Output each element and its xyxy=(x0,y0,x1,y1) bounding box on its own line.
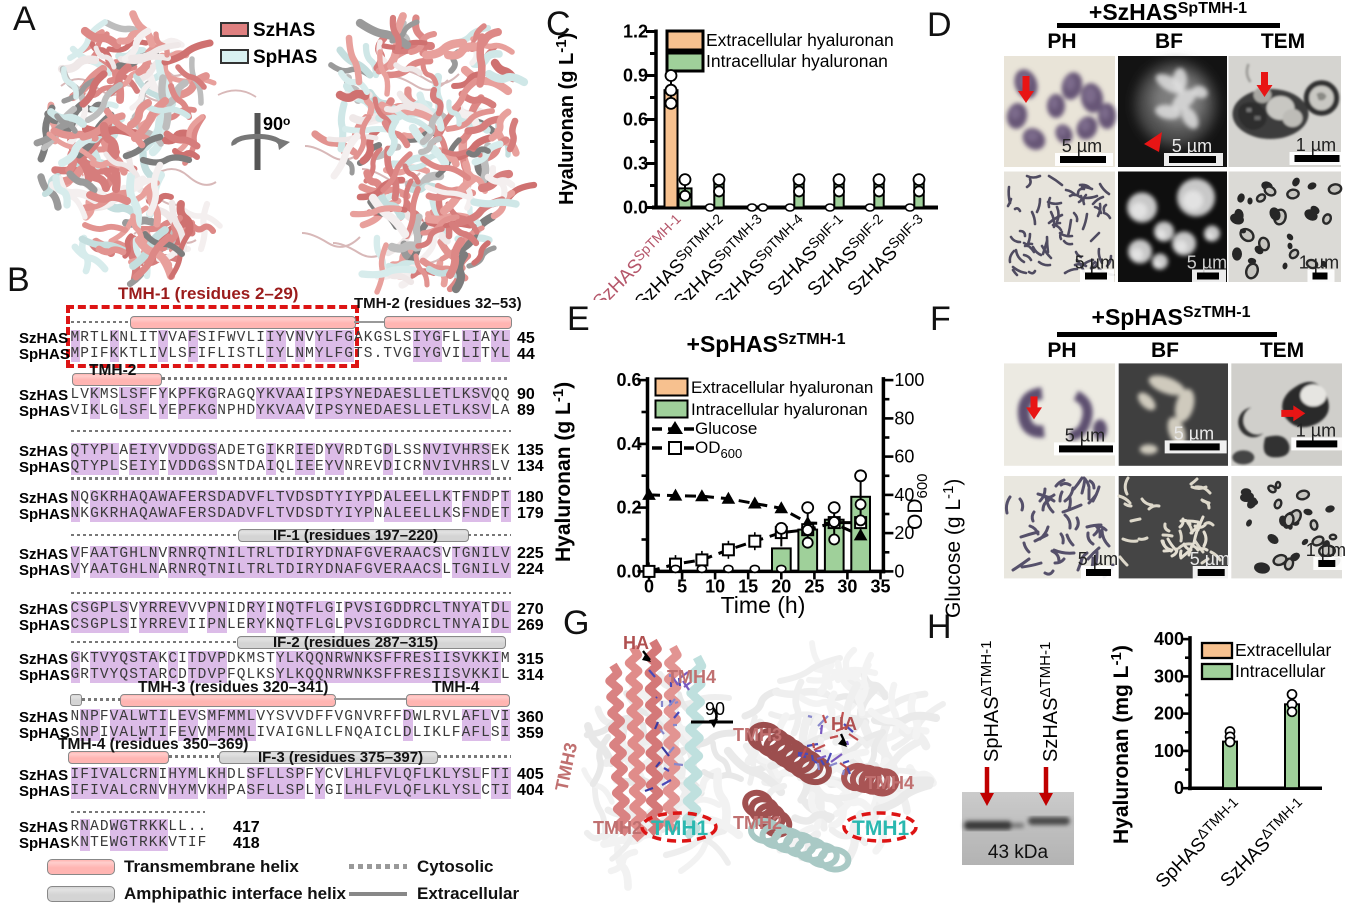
svg-text:PH: PH xyxy=(1047,30,1076,53)
svg-text:5 µm: 5 µm xyxy=(1187,253,1227,273)
svg-text:0.0: 0.0 xyxy=(623,198,648,218)
svg-text:0.2: 0.2 xyxy=(616,498,641,518)
svg-text:Hyaluronan (mg L-1): Hyaluronan (mg L-1) xyxy=(1108,645,1133,844)
svg-text:PH: PH xyxy=(1047,339,1076,362)
svg-text:SpHASΔTMH-1: SpHASΔTMH-1 xyxy=(978,641,1003,762)
svg-text:SzHASΔTMH-1: SzHASΔTMH-1 xyxy=(1037,642,1062,762)
svg-text:0.6: 0.6 xyxy=(623,110,648,130)
svg-text:30: 30 xyxy=(837,576,857,596)
svg-text:+SpHASSzTMH-1: +SpHASSzTMH-1 xyxy=(1092,304,1251,330)
svg-text:Intracellular hyaluronan: Intracellular hyaluronan xyxy=(706,51,888,71)
svg-text:HA: HA xyxy=(623,633,649,653)
svg-text:HA: HA xyxy=(831,714,857,734)
svg-text:1 µm: 1 µm xyxy=(1306,540,1346,560)
svg-text:SpHAS: SpHAS xyxy=(253,47,317,68)
svg-text:Hyaluronan (g L-1): Hyaluronan (g L-1) xyxy=(550,382,575,562)
svg-text:BF: BF xyxy=(1151,339,1179,362)
svg-text:Hyaluronan (g L-1): Hyaluronan (g L-1) xyxy=(553,33,578,205)
svg-text:TMH2: TMH2 xyxy=(593,818,642,838)
svg-text:0.0: 0.0 xyxy=(616,561,641,581)
svg-text:+SzHASSpTMH-1: +SzHASSpTMH-1 xyxy=(1089,0,1247,25)
svg-text:Extracellular hyaluronan: Extracellular hyaluronan xyxy=(706,30,894,50)
svg-text:TMH4: TMH4 xyxy=(667,667,716,687)
svg-text:200: 200 xyxy=(1154,704,1184,724)
svg-text:43 kDa: 43 kDa xyxy=(988,842,1049,863)
svg-text:TMH3: TMH3 xyxy=(733,725,782,745)
svg-text:0.4: 0.4 xyxy=(616,434,641,454)
svg-text:5 µm: 5 µm xyxy=(1174,423,1214,443)
svg-text:SzHAS: SzHAS xyxy=(253,20,315,41)
svg-text:0: 0 xyxy=(1174,778,1184,798)
svg-text:Time (h): Time (h) xyxy=(721,592,806,618)
svg-text:Intracellular hyaluronan: Intracellular hyaluronan xyxy=(691,400,868,419)
svg-text:5 µm: 5 µm xyxy=(1190,549,1230,569)
svg-text:0: 0 xyxy=(894,561,904,581)
svg-text:1 µm: 1 µm xyxy=(1296,420,1336,440)
svg-text:5 µm: 5 µm xyxy=(1065,425,1105,445)
svg-text:5 µm: 5 µm xyxy=(1078,549,1118,569)
svg-text:35: 35 xyxy=(870,576,890,596)
svg-text:0.9: 0.9 xyxy=(623,66,648,86)
svg-text:20: 20 xyxy=(771,576,791,596)
svg-text:TMH3: TMH3 xyxy=(551,741,581,793)
svg-text:TEM: TEM xyxy=(1260,339,1304,362)
svg-text:OD600: OD600 xyxy=(904,473,931,530)
svg-text:Extracellular: Extracellular xyxy=(1235,640,1331,660)
svg-text:TMH4: TMH4 xyxy=(865,773,914,793)
svg-text:Glucose (g L-1): Glucose (g L-1) xyxy=(940,479,965,618)
svg-text:5: 5 xyxy=(677,576,687,596)
svg-text:TMH1: TMH1 xyxy=(852,817,909,840)
svg-text:TMH2: TMH2 xyxy=(733,813,782,833)
svg-text:OD600: OD600 xyxy=(695,438,742,461)
svg-text:Intracellular: Intracellular xyxy=(1235,661,1326,681)
svg-text:0.3: 0.3 xyxy=(623,154,648,174)
svg-text:20: 20 xyxy=(894,523,914,543)
svg-text:300: 300 xyxy=(1154,666,1184,686)
svg-text:5 µm: 5 µm xyxy=(1075,253,1115,273)
svg-text:15: 15 xyxy=(738,576,758,596)
svg-text:0.6: 0.6 xyxy=(616,370,641,390)
svg-text:5 µm: 5 µm xyxy=(1172,136,1212,156)
svg-text:TEM: TEM xyxy=(1261,30,1305,53)
svg-text:1.2: 1.2 xyxy=(623,22,648,42)
svg-text:60: 60 xyxy=(894,447,914,467)
svg-text:90o: 90o xyxy=(263,114,290,134)
svg-text:+SpHASSzTMH-1: +SpHASSzTMH-1 xyxy=(687,331,846,357)
svg-text:TMH1: TMH1 xyxy=(651,817,708,840)
svg-text:80: 80 xyxy=(894,408,914,428)
svg-text:BF: BF xyxy=(1155,30,1183,53)
svg-text:0: 0 xyxy=(644,576,654,596)
svg-text:40: 40 xyxy=(894,485,914,505)
svg-text:100: 100 xyxy=(894,370,924,390)
svg-text:Extracellular hyaluronan: Extracellular hyaluronan xyxy=(691,378,873,397)
svg-text:100: 100 xyxy=(1154,741,1184,761)
svg-text:1 µm: 1 µm xyxy=(1299,253,1339,273)
svg-text:400: 400 xyxy=(1154,629,1184,649)
svg-text:10: 10 xyxy=(705,576,725,596)
svg-text:1 µm: 1 µm xyxy=(1296,135,1336,155)
svg-text:Glucose: Glucose xyxy=(695,419,757,438)
svg-text:25: 25 xyxy=(804,576,824,596)
svg-text:5 µm: 5 µm xyxy=(1062,136,1102,156)
